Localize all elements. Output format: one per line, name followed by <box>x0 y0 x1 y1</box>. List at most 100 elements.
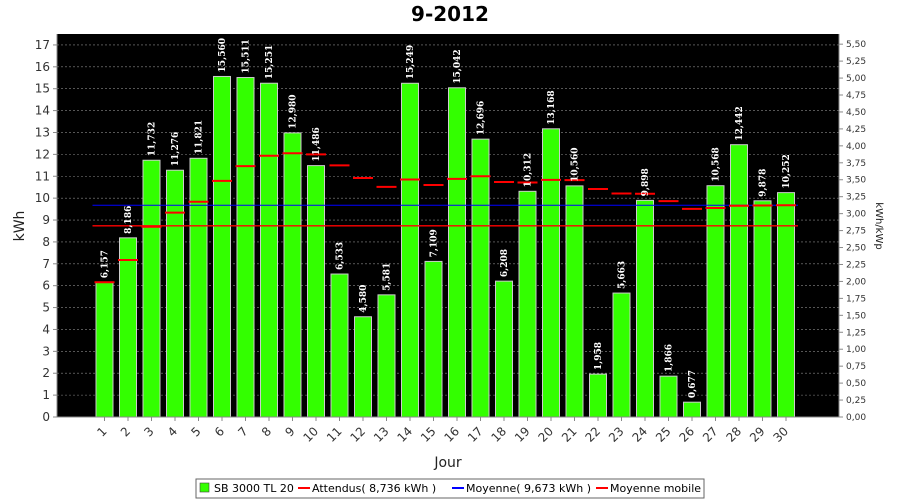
y-tick-label-17: 17 <box>35 38 50 52</box>
bar-2 <box>119 237 137 418</box>
bar-1 <box>95 281 114 418</box>
x-tick-label-14: 14 <box>394 424 415 445</box>
bar-23 <box>612 292 631 418</box>
x-tick-label-22: 22 <box>582 424 603 445</box>
data-label-28: 12,442 <box>735 106 745 140</box>
data-label-23: 5,663 <box>618 261 628 289</box>
y2-axis: 0,00 0,25 0,50 0,75 1,00 1,25 1,50 1,75 2,00 2,25… <box>838 34 866 423</box>
moving-average-markers <box>94 152 796 284</box>
data-label-10: 11,486 <box>312 127 322 161</box>
x-tick-label-26: 26 <box>676 424 697 445</box>
x-axis-label: Jour <box>433 455 462 471</box>
y-tick-label-10: 10 <box>35 191 50 205</box>
data-label-30: 10,252 <box>782 154 792 188</box>
data-label-20: 13,168 <box>547 90 557 124</box>
x-tick-label-13: 13 <box>371 424 392 445</box>
bar-24 <box>636 199 654 418</box>
bar-6 <box>213 75 231 418</box>
x-tick-label-18: 18 <box>488 424 509 445</box>
x-tick-label-6: 6 <box>212 424 227 439</box>
bar-29 <box>753 200 772 418</box>
y-tick-label-6: 6 <box>42 279 50 293</box>
data-label-16: 15,042 <box>453 49 463 83</box>
bar-3 <box>142 159 161 418</box>
bar-14 <box>401 82 419 418</box>
x-tick-label-24: 24 <box>629 424 650 445</box>
x-tick-label-17: 17 <box>465 424 486 445</box>
y-tick-label-4: 4 <box>42 322 50 336</box>
y-tick-label-9: 9 <box>42 213 50 227</box>
data-label-25: 1,866 <box>665 344 675 372</box>
x-tick-label-19: 19 <box>512 424 533 445</box>
y2-tick-label-18: 4,50 <box>846 108 866 118</box>
x-tick-label-28: 28 <box>723 424 744 445</box>
y2-tick-label-2: 0,50 <box>846 379 866 389</box>
data-label-13: 5,581 <box>383 263 393 291</box>
x-tick-label-7: 7 <box>235 424 250 439</box>
data-label-26: 0,677 <box>688 370 698 398</box>
y2-tick-label-20: 5,00 <box>846 74 866 84</box>
bar-27 <box>706 185 725 418</box>
y2-tick-label-10: 2,50 <box>846 244 866 254</box>
y-tick-label-12: 12 <box>35 147 50 161</box>
y2-tick-label-6: 1,50 <box>846 311 866 321</box>
x-tick-label-12: 12 <box>347 424 368 445</box>
y2-tick-label-13: 3,25 <box>846 193 866 203</box>
x-tick-label-10: 10 <box>300 424 321 445</box>
bar-22 <box>589 373 607 418</box>
y-tick-label-1: 1 <box>42 388 50 402</box>
y2-tick-label-15: 3,75 <box>846 159 866 169</box>
x-axis: 1 2 3 4 5 6 7 8 9 10 11 12 13 14 15 16 17 18 19 20 21 22 23 24 2… <box>57 416 839 445</box>
bar-13 <box>377 294 396 418</box>
data-label-18: 6,208 <box>500 249 510 277</box>
y-tick-label-15: 15 <box>35 82 50 96</box>
bar-7 <box>236 77 255 418</box>
y-tick-label-5: 5 <box>42 301 50 315</box>
y2-tick-label-22: 5,50 <box>846 40 866 50</box>
x-tick-label-8: 8 <box>259 424 274 439</box>
x-tick-label-15: 15 <box>418 424 439 445</box>
x-tick-label-3: 3 <box>141 424 156 439</box>
data-label-2: 8,186 <box>124 206 134 234</box>
y2-tick-label-5: 1,25 <box>846 328 866 338</box>
bar-25 <box>659 375 678 418</box>
bar-17 <box>471 138 490 418</box>
x-tick-label-5: 5 <box>188 424 203 439</box>
y2-tick-label-1: 0,25 <box>846 396 866 406</box>
x-tick-label-30: 30 <box>770 424 791 445</box>
y-tick-label-8: 8 <box>42 235 50 249</box>
x-tick-label-21: 21 <box>559 424 580 445</box>
data-label-21: 10,560 <box>571 147 581 181</box>
y2-tick-label-19: 4,75 <box>846 91 866 101</box>
y2-axis-label: kWh/kWp <box>873 202 884 249</box>
data-label-6: 15,560 <box>218 38 228 72</box>
x-tick-label-9: 9 <box>282 424 297 439</box>
bar-15 <box>424 260 443 418</box>
data-label-15: 7,109 <box>430 229 440 257</box>
legend-label-3: Moyenne mobile <box>610 482 701 495</box>
bars <box>95 75 795 418</box>
x-tick-label-29: 29 <box>747 424 768 445</box>
x-tick-label-4: 4 <box>165 424 180 439</box>
data-label-9: 12,980 <box>289 94 299 128</box>
bar-4 <box>166 169 184 418</box>
data-label-1: 6,157 <box>101 250 111 278</box>
bar-12 <box>354 316 372 418</box>
y2-tick-label-14: 3,50 <box>846 176 866 186</box>
bar-21 <box>565 185 584 418</box>
bar-16 <box>448 87 466 418</box>
y-tick-label-14: 14 <box>35 104 50 118</box>
data-label-4: 11,276 <box>171 132 181 166</box>
legend-label-2: Moyenne( 9,673 kWh ) <box>466 482 591 495</box>
y2-tick-label-21: 5,25 <box>846 57 866 67</box>
bar-9 <box>283 132 302 418</box>
y2-tick-label-12: 3,00 <box>846 210 866 220</box>
bar-8 <box>260 82 278 418</box>
y-tick-label-0: 0 <box>42 410 50 424</box>
x-tick-label-1: 1 <box>94 424 109 439</box>
y2-tick-label-0: 0,00 <box>846 413 866 423</box>
data-labels: 6,157 8,186 11,732 11,276 11,821 15,560 15,511… <box>101 38 793 398</box>
x-tick-label-11: 11 <box>324 424 345 445</box>
legend-swatch-0 <box>199 482 210 493</box>
